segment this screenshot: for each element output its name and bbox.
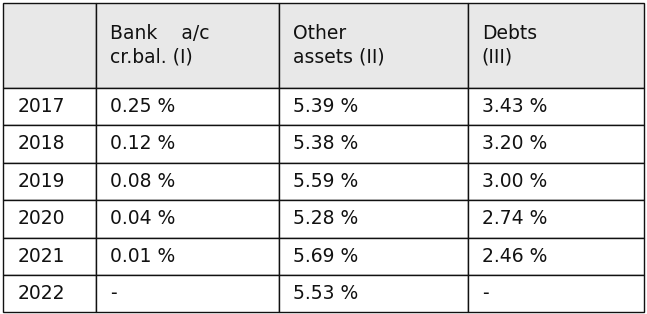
Text: 5.39 %: 5.39 % (293, 97, 358, 116)
Text: 2018: 2018 (17, 134, 65, 154)
Bar (96, 3, 279, 88)
Bar (3, 3, 96, 88)
Bar (96, 88, 279, 125)
Bar (279, 200, 468, 237)
Bar (3, 275, 96, 312)
Text: 0.08 %: 0.08 % (111, 172, 175, 191)
Text: 0.04 %: 0.04 % (111, 209, 176, 228)
Text: 3.20 %: 3.20 % (482, 134, 547, 154)
Text: 0.25 %: 0.25 % (111, 97, 175, 116)
Text: 3.00 %: 3.00 % (482, 172, 547, 191)
Bar (468, 275, 644, 312)
Bar (279, 237, 468, 275)
Text: Bank    a/c
cr.bal. (I): Bank a/c cr.bal. (I) (111, 24, 210, 67)
Bar (3, 237, 96, 275)
Bar (279, 125, 468, 163)
Text: -: - (111, 284, 117, 303)
Bar (279, 3, 468, 88)
Text: 5.53 %: 5.53 % (293, 284, 358, 303)
Bar (3, 125, 96, 163)
Bar (3, 88, 96, 125)
Text: 5.38 %: 5.38 % (293, 134, 358, 154)
Bar (468, 88, 644, 125)
Text: Debts
(III): Debts (III) (482, 24, 537, 67)
Bar (468, 200, 644, 237)
Bar (279, 275, 468, 312)
Bar (468, 125, 644, 163)
Bar (3, 163, 96, 200)
Text: 2017: 2017 (17, 97, 65, 116)
Text: -: - (482, 284, 488, 303)
Text: 5.28 %: 5.28 % (293, 209, 358, 228)
Bar (3, 200, 96, 237)
Bar (96, 275, 279, 312)
Bar (468, 3, 644, 88)
Bar (468, 237, 644, 275)
Bar (96, 237, 279, 275)
Bar (96, 200, 279, 237)
Text: 0.01 %: 0.01 % (111, 247, 175, 266)
Text: 2.46 %: 2.46 % (482, 247, 547, 266)
Text: Other
assets (II): Other assets (II) (293, 24, 384, 67)
Text: 2022: 2022 (17, 284, 65, 303)
Text: 5.69 %: 5.69 % (293, 247, 358, 266)
Bar (468, 163, 644, 200)
Bar (96, 125, 279, 163)
Bar (96, 163, 279, 200)
Text: 2021: 2021 (17, 247, 65, 266)
Bar (279, 163, 468, 200)
Text: 2019: 2019 (17, 172, 65, 191)
Text: 0.12 %: 0.12 % (111, 134, 175, 154)
Text: 2020: 2020 (17, 209, 65, 228)
Bar (279, 88, 468, 125)
Text: 2.74 %: 2.74 % (482, 209, 547, 228)
Text: 5.59 %: 5.59 % (293, 172, 358, 191)
Text: 3.43 %: 3.43 % (482, 97, 547, 116)
